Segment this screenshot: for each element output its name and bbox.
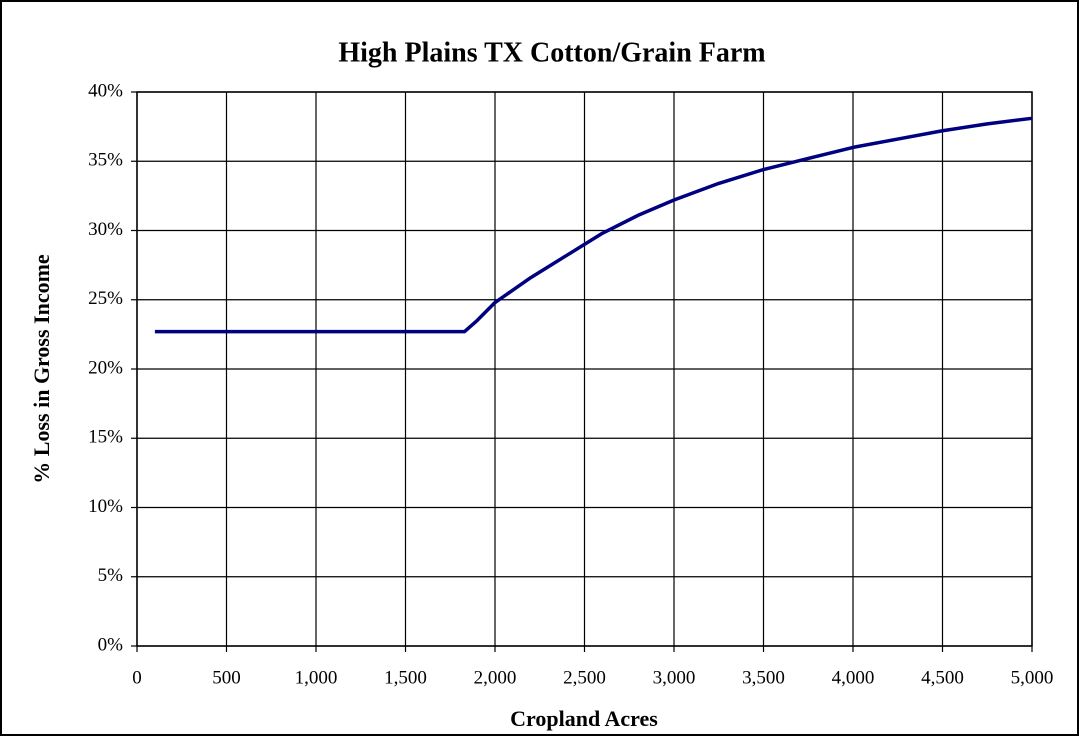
x-tick-label: 1,000 (295, 667, 338, 688)
x-tick-label: 3,500 (742, 667, 785, 688)
x-tick-label: 4,000 (832, 667, 875, 688)
y-tick-label: 0% (98, 634, 124, 655)
y-tick-label: 35% (88, 150, 123, 171)
y-tick-label: 40% (88, 80, 123, 101)
y-tick-label: 5% (98, 565, 124, 586)
x-tick-label: 500 (212, 667, 241, 688)
x-axis-label: Cropland Acres (510, 706, 658, 731)
y-tick-label: 30% (88, 219, 123, 240)
x-tick-label: 5,000 (1011, 667, 1054, 688)
x-tick-label: 1,500 (384, 667, 427, 688)
plot-frame (136, 91, 1033, 647)
y-axis-label: % Loss in Gross Income (29, 254, 54, 484)
y-tick-label: 25% (88, 288, 123, 309)
x-tick-label: 2,000 (474, 667, 517, 688)
chart-title: High Plains TX Cotton/Grain Farm (338, 37, 765, 68)
x-tick-label: 2,500 (563, 667, 606, 688)
y-tick-label: 20% (88, 357, 123, 378)
y-tick-label: 10% (88, 496, 123, 517)
y-tick-label: 15% (88, 427, 123, 448)
data-line (154, 116, 1033, 334)
x-tick-label: 4,500 (921, 667, 964, 688)
x-tick-label: 0 (132, 667, 142, 688)
x-tick-label: 3,000 (653, 667, 696, 688)
